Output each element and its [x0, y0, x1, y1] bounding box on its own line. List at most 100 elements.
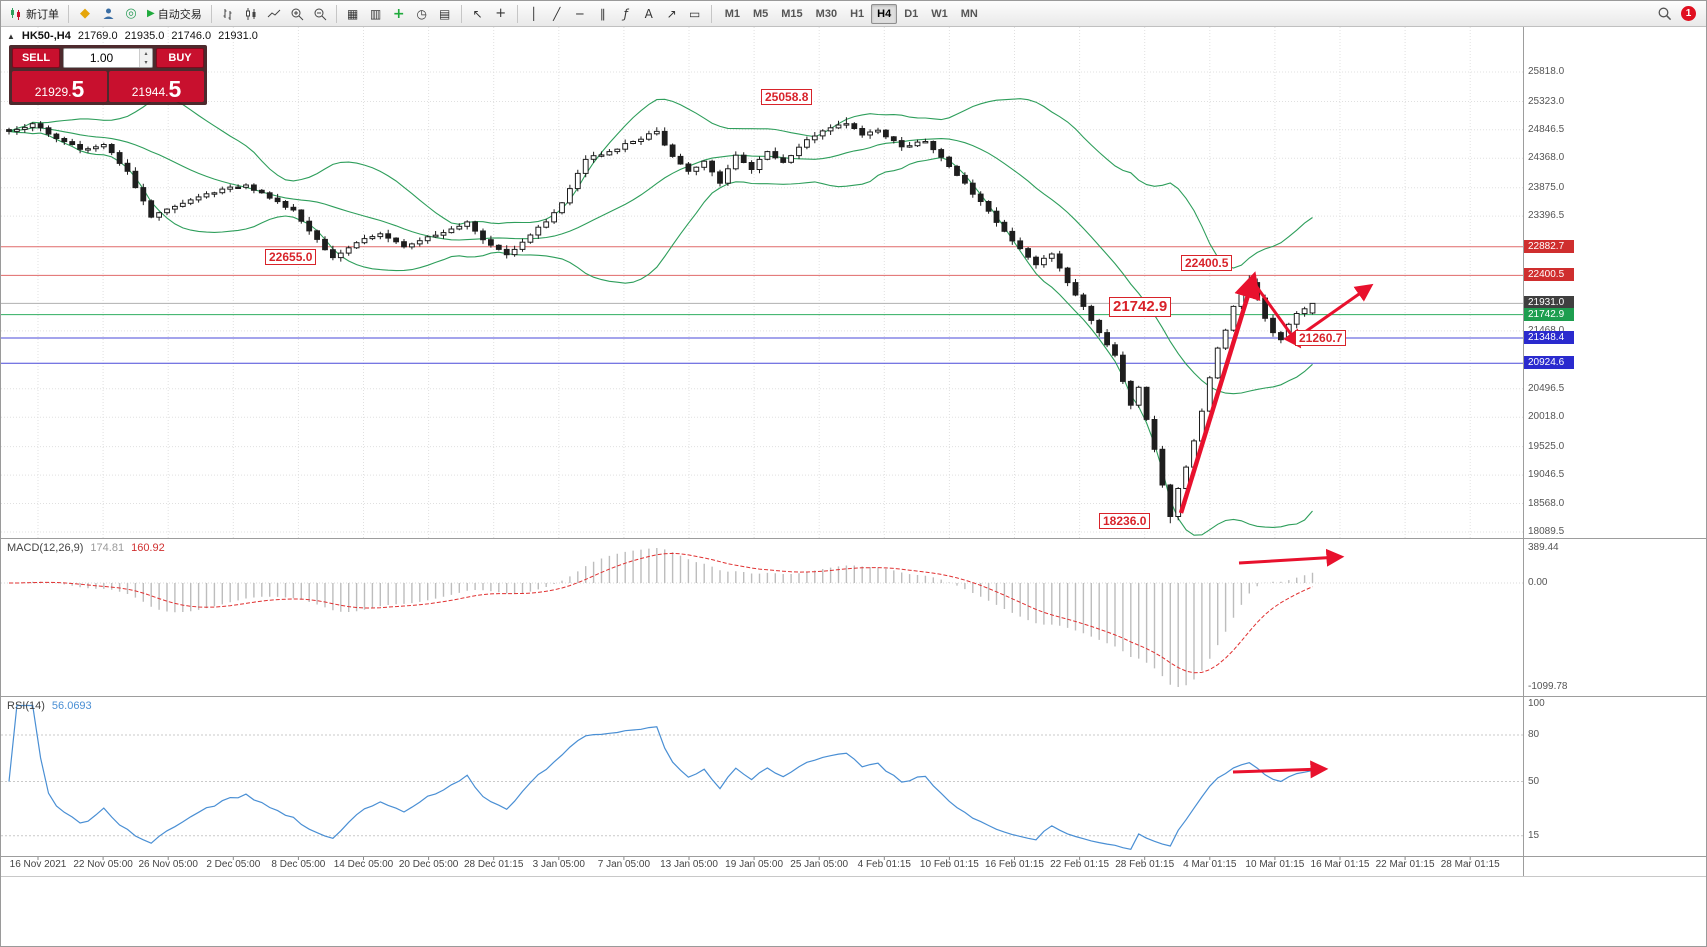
cursor-icon: ↖ — [472, 6, 483, 21]
text-tool-button[interactable]: A — [638, 3, 660, 25]
ohlc-low: 21746.0 — [171, 30, 212, 42]
tile-windows-button[interactable]: ▦ — [342, 3, 364, 25]
toolbar-separator — [460, 4, 462, 23]
zoom-out-icon — [314, 8, 327, 20]
timeframe-group: M1 M5 M15 M30 H1 H4 D1 W1 MN — [719, 3, 984, 24]
timeframe-mn[interactable]: MN — [955, 4, 984, 24]
lot-size-input[interactable] — [64, 49, 139, 67]
plus-icon: + — [392, 5, 405, 22]
candlestick-chart-button[interactable] — [240, 3, 262, 25]
notification-badge[interactable]: 1 — [1681, 6, 1696, 21]
chart-canvas[interactable] — [1, 27, 1523, 876]
periods-button[interactable]: ◷ — [411, 3, 433, 25]
price-level-badge: 20924.6 — [1524, 356, 1574, 370]
grid — [1, 27, 1523, 538]
buy-price-display[interactable]: 21944. 5 — [109, 71, 204, 102]
arrow-tool-button[interactable]: ↗ — [661, 3, 683, 25]
tile-icon: ▦ — [347, 6, 359, 21]
toolbar-separator — [710, 4, 712, 23]
rsi-name: RSI(14) — [7, 700, 45, 712]
new-order-button[interactable]: 新订单 — [5, 3, 63, 25]
trend-arrow-4[interactable] — [1238, 548, 1345, 567]
crosshair-button[interactable]: + — [490, 3, 512, 25]
rsi-axis-label: 15 — [1528, 829, 1540, 841]
bar-chart-button[interactable] — [217, 3, 239, 25]
trend-arrow-2[interactable] — [1252, 282, 1302, 349]
rsi-axis-label: 80 — [1528, 729, 1540, 740]
shapes-button[interactable]: ▭ — [684, 3, 706, 25]
timeframe-m1[interactable]: M1 — [719, 4, 746, 24]
panel-splitter[interactable] — [1, 696, 1706, 697]
price-callout[interactable]: 22400.5 — [1181, 255, 1233, 271]
stepper-down-icon[interactable]: ▾ — [140, 58, 152, 67]
cursor-button[interactable]: ↖ — [467, 3, 489, 25]
price-callout[interactable]: 21742.9 — [1109, 297, 1172, 317]
current-price-badge: 21931.0 — [1524, 296, 1574, 310]
stepper-up-icon[interactable]: ▴ — [140, 49, 152, 58]
timeframe-m5[interactable]: M5 — [747, 4, 774, 24]
timeframe-m15[interactable]: M15 — [775, 4, 808, 24]
time-axis-label: 10 Feb 01:15 — [919, 859, 979, 870]
time-tick-marks — [37, 856, 1471, 860]
trendline-button[interactable]: ╱ — [546, 3, 568, 25]
price-axis-tick: 19046.5 — [1528, 469, 1565, 481]
timeframe-w1[interactable]: W1 — [925, 4, 954, 24]
vertical-line-button[interactable]: │ — [523, 3, 545, 25]
bollinger-middle[interactable] — [8, 127, 1313, 395]
toolbar-separator — [68, 4, 69, 23]
price-axis-tick: 20018.0 — [1528, 411, 1565, 423]
bars-icon — [223, 8, 232, 20]
fibonacci-button[interactable]: ƒ — [615, 3, 637, 25]
strategy-tester-button[interactable]: ◎ — [120, 3, 142, 25]
sell-button[interactable]: SELL — [12, 48, 60, 68]
zoom-in-button[interactable] — [286, 3, 308, 25]
price-axis-tick: 25323.0 — [1528, 95, 1565, 107]
toolbar-separator — [210, 4, 212, 23]
candle-wicks — [8, 117, 1313, 524]
line-chart-button[interactable] — [263, 3, 285, 25]
autotrading-button[interactable]: ▶ 自动交易 — [143, 3, 206, 25]
templates-button[interactable]: ▤ — [434, 3, 456, 25]
price-callout[interactable]: 25058.8 — [761, 89, 813, 105]
timeframe-m30[interactable]: M30 — [810, 4, 843, 24]
shapes-icon: ▭ — [689, 6, 701, 21]
bollinger-lower[interactable] — [8, 130, 1313, 536]
time-axis-label: 25 Jan 05:00 — [790, 859, 849, 870]
panel-splitter[interactable] — [1, 538, 1706, 539]
panel-splitter — [1, 856, 1706, 857]
price-callout[interactable]: 18236.0 — [1099, 513, 1151, 529]
macd-histogram — [16, 548, 1314, 687]
time-axis-label: 4 Mar 01:15 — [1183, 859, 1237, 870]
bollinger-upper[interactable] — [8, 98, 1313, 269]
timeframe-h4[interactable]: H4 — [871, 3, 898, 24]
timeframe-h1[interactable]: H1 — [844, 4, 870, 24]
metaeditor-button[interactable]: ◆ — [74, 3, 96, 25]
price-callout[interactable]: 21260.7 — [1295, 330, 1347, 346]
play-icon: ▶ — [147, 7, 155, 19]
horizontal-line-button[interactable]: ─ — [569, 3, 591, 25]
text-icon: A — [644, 6, 653, 21]
diamond-icon: ◆ — [80, 6, 90, 21]
chart-window[interactable]: ▲ HK50-,H4 21769.0 21935.0 21746.0 21931… — [1, 27, 1706, 946]
sell-price-display[interactable]: 21929. 5 — [12, 71, 107, 102]
profiles-button[interactable]: ▥ — [365, 3, 387, 25]
price-callout[interactable]: 22655.0 — [265, 249, 317, 265]
indicators-button[interactable]: + — [388, 3, 410, 25]
crosshair-icon: + — [495, 6, 507, 21]
macd-axis-label: 389.44 — [1528, 542, 1559, 553]
zoom-in-icon — [291, 8, 304, 20]
lot-size-field: ▴ ▾ — [63, 48, 153, 68]
one-click-toggle-icon[interactable]: ▲ — [7, 31, 15, 41]
terminal-button[interactable] — [97, 3, 119, 25]
time-axis-label: 14 Dec 05:00 — [333, 859, 394, 870]
search-button[interactable] — [1653, 3, 1676, 25]
zoom-out-button[interactable] — [309, 3, 331, 25]
price-axis-tick: 18568.0 — [1528, 497, 1565, 509]
trend-arrow-5[interactable] — [1232, 760, 1329, 779]
timeframe-d1[interactable]: D1 — [898, 4, 924, 24]
arrow-icon: ↗ — [666, 6, 677, 21]
buy-button[interactable]: BUY — [156, 48, 204, 68]
ohlc-open: 21769.0 — [77, 30, 118, 42]
trend-arrow-1[interactable] — [1178, 271, 1261, 514]
channel-button[interactable]: ∥ — [592, 3, 614, 25]
